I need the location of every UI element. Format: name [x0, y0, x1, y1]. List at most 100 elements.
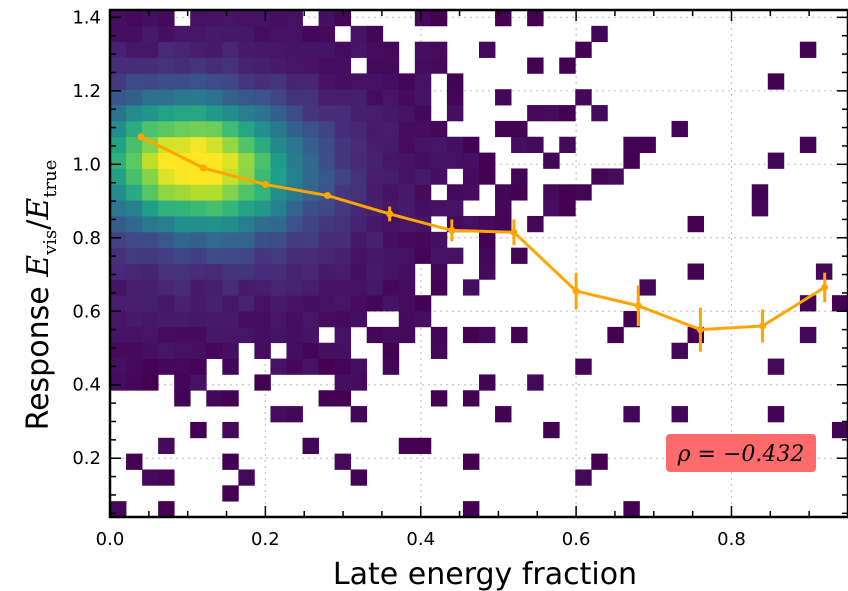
heatmap-cell: [142, 311, 159, 328]
heatmap-cell: [446, 200, 464, 217]
heatmap-cell: [350, 184, 368, 201]
heatmap-cell: [126, 73, 143, 90]
heatmap-cell: [222, 57, 239, 74]
heatmap-cell: [382, 136, 400, 153]
heatmap-cell: [270, 120, 287, 138]
heatmap-cell: [222, 105, 239, 122]
heatmap-cell: [110, 501, 127, 518]
svg-text:Response Evis/Etrue: Response Evis/Etrue: [21, 160, 61, 431]
heatmap-cell: [366, 326, 384, 344]
heatmap-cell: [366, 73, 384, 90]
heatmap-cell: [110, 168, 127, 185]
heatmap-cell: [591, 25, 608, 43]
heatmap-cell: [511, 136, 528, 153]
heatmap-cell: [158, 89, 175, 106]
heatmap-cell: [318, 358, 336, 375]
heatmap-cell: [446, 73, 464, 90]
heatmap-cell: [174, 279, 191, 296]
heatmap-cell: [126, 311, 143, 328]
heatmap-cell: [206, 390, 223, 407]
heatmap-cell: [671, 120, 688, 138]
y-tick-label: 0.8: [72, 228, 101, 249]
heatmap-cell: [158, 105, 175, 122]
heatmap-cell: [206, 263, 223, 280]
heatmap-cell: [318, 311, 336, 328]
heatmap-cell: [511, 168, 528, 185]
heatmap-cell: [366, 57, 384, 74]
heatmap-cell: [799, 326, 817, 344]
heatmap-cell: [206, 25, 223, 43]
heatmap-cell: [174, 89, 191, 106]
heatmap-cell: [110, 263, 127, 280]
heatmap-cell: [270, 263, 287, 280]
heatmap-cell: [446, 247, 464, 264]
heatmap-cell: [398, 152, 416, 169]
heatmap-cell: [462, 136, 480, 153]
heatmap-cell: [126, 231, 143, 249]
heatmap-cell: [543, 152, 560, 169]
heatmap-cell: [398, 311, 416, 328]
heatmap-cell: [270, 41, 287, 58]
heatmap-cell: [382, 152, 400, 169]
heatmap-cell: [430, 41, 448, 58]
heatmap-cell: [286, 89, 303, 106]
heatmap-cell: [206, 152, 223, 169]
heatmap-cell: [687, 263, 705, 280]
heatmap-cell: [350, 136, 368, 153]
heatmap-cell: [174, 105, 191, 122]
heatmap-cell: [286, 326, 303, 344]
heatmap-cell: [110, 326, 127, 344]
heatmap-cell: [222, 120, 239, 138]
heatmap-cell: [495, 215, 512, 233]
heatmap-cell: [286, 152, 303, 169]
heatmap-cell: [222, 263, 239, 280]
heatmap-cell: [142, 73, 159, 90]
heatmap-cell: [398, 326, 416, 344]
heatmap-cell: [190, 231, 207, 249]
heatmap-cell: [174, 25, 191, 43]
heatmap-cell: [318, 73, 336, 90]
heatmap-cell: [382, 168, 400, 185]
heatmap-cell: [398, 73, 416, 90]
heatmap-cell: [350, 231, 368, 249]
heatmap-cell: [110, 184, 127, 201]
heatmap-cell: [206, 73, 223, 90]
heatmap-cell: [110, 342, 127, 359]
heatmap-cell: [238, 25, 255, 43]
heatmap-cell: [206, 311, 223, 328]
heatmap-cell: [222, 390, 239, 407]
heatmap-cell: [559, 57, 576, 74]
heatmap-cell: [126, 168, 143, 185]
heatmap-cell: [270, 326, 287, 344]
heatmap-cell: [286, 263, 303, 280]
heatmap-cell: [479, 231, 496, 249]
heatmap-cell: [126, 200, 143, 217]
heatmap-cell: [479, 247, 496, 264]
heatmap-cell: [222, 342, 239, 359]
heatmap-cell: [254, 326, 271, 344]
heatmap-cell: [190, 120, 207, 138]
heatmap-cell: [222, 25, 239, 43]
heatmap-cell: [302, 263, 319, 280]
heatmap-cell: [446, 105, 464, 122]
heatmap-cell: [238, 136, 255, 153]
heatmap-cell: [238, 120, 255, 138]
heatmap-cell: [366, 231, 384, 249]
heatmap-cell: [190, 263, 207, 280]
heatmap-cell: [158, 295, 175, 312]
heatmap-cell: [254, 263, 271, 280]
heatmap-cell: [382, 89, 400, 106]
heatmap-cell: [222, 453, 239, 470]
heatmap-cell: [254, 215, 271, 233]
heatmap-cell: [174, 263, 191, 280]
heatmap-cell: [334, 89, 352, 106]
heatmap-cell: [398, 279, 416, 296]
heatmap-cell: [334, 326, 352, 344]
heatmap-cell: [254, 105, 271, 122]
heatmap-cell: [190, 247, 207, 264]
heatmap-cell: [190, 73, 207, 90]
heatmap-cell: [382, 326, 400, 344]
heatmap-cell: [238, 57, 255, 74]
heatmap-cell: [350, 89, 368, 106]
heatmap-cell: [158, 25, 175, 43]
